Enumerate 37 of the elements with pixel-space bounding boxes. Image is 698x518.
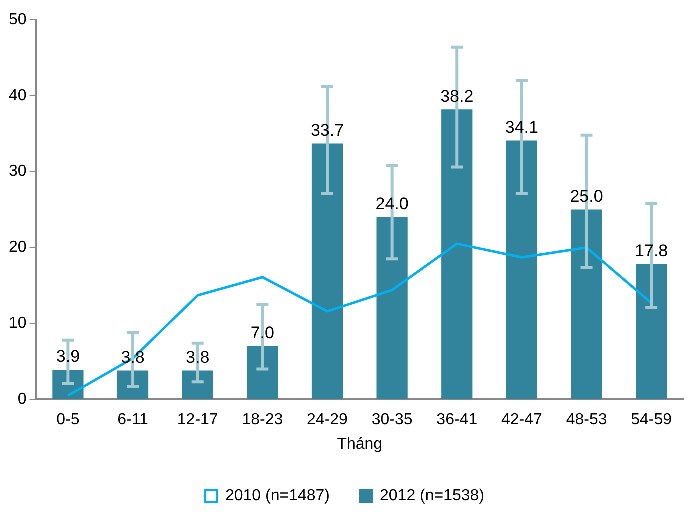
- data-label: 38.2: [440, 86, 474, 106]
- bar: [247, 346, 278, 400]
- bar: [312, 144, 344, 400]
- x-tick-label: 12-17: [177, 412, 218, 429]
- x-tick-label: 30-35: [372, 412, 413, 429]
- y-tick-label: 50: [9, 11, 27, 28]
- x-tick-label: 18-23: [242, 412, 284, 429]
- legend-label: 2010 (n=1487): [225, 487, 330, 504]
- bar: [442, 110, 473, 400]
- data-label: 3.9: [56, 347, 80, 366]
- y-tick-label: 40: [9, 87, 27, 104]
- data-label: 33.7: [310, 120, 344, 140]
- x-tick-label: 42-47: [501, 412, 543, 429]
- bar: [376, 217, 408, 400]
- data-label: 7.0: [250, 324, 274, 343]
- y-tick-label: 30: [9, 163, 27, 180]
- data-label: 24.0: [376, 194, 409, 214]
- bar: [117, 370, 149, 400]
- x-axis-title: Tháng: [337, 436, 383, 453]
- x-tick-label: 24-29: [307, 412, 348, 429]
- bar: [182, 370, 214, 400]
- y-tick-label: 20: [9, 239, 27, 256]
- bar: [636, 264, 668, 400]
- data-label: 17.8: [635, 242, 668, 261]
- bar: [506, 140, 538, 400]
- y-tick-label: 0: [18, 391, 27, 408]
- x-tick-label: 54-59: [631, 412, 672, 429]
- x-tick-label: 6-11: [118, 412, 149, 429]
- data-label: 34.1: [505, 118, 538, 137]
- x-tick-label: 48-53: [566, 412, 608, 429]
- x-tick-label: 0-5: [56, 412, 80, 429]
- legend-label: 2012 (n=1538): [380, 487, 485, 504]
- data-label: 3.8: [186, 348, 210, 367]
- x-tick-label: 36-41: [436, 412, 478, 429]
- bar: [571, 210, 602, 400]
- data-label: 25.0: [570, 186, 604, 206]
- y-tick-label: 10: [9, 315, 27, 332]
